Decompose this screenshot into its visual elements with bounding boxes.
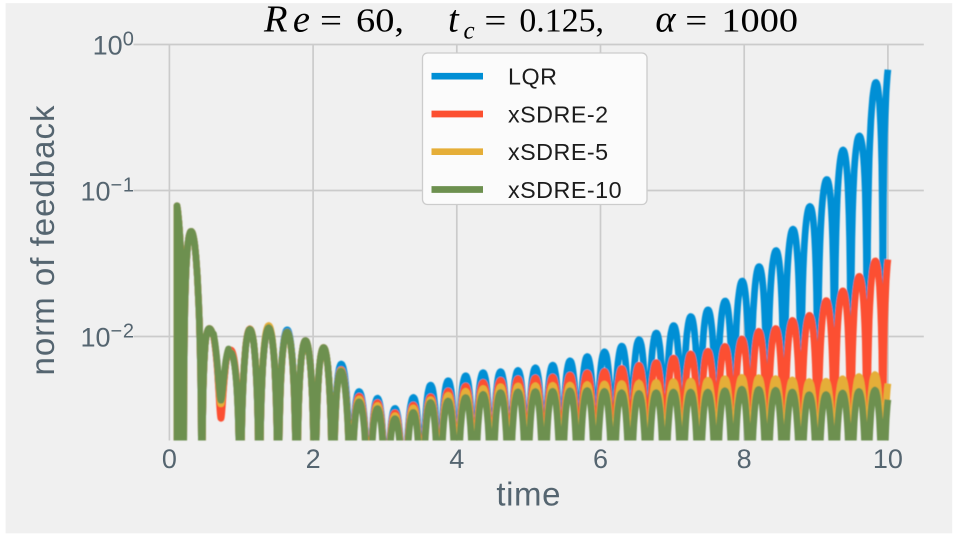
svg-text:0: 0 xyxy=(162,444,177,474)
svg-text:c: c xyxy=(464,18,475,45)
svg-text:10: 10 xyxy=(80,176,110,206)
svg-text:=: = xyxy=(320,3,342,40)
svg-text:=: = xyxy=(484,3,506,40)
svg-text:60,: 60, xyxy=(356,3,404,40)
svg-text:Re: Re xyxy=(263,0,310,41)
svg-text:t: t xyxy=(448,0,460,41)
svg-text:0: 0 xyxy=(123,28,135,50)
svg-text:2: 2 xyxy=(306,444,321,474)
svg-text:time: time xyxy=(496,475,561,512)
svg-text:10: 10 xyxy=(80,322,110,352)
svg-text:LQR: LQR xyxy=(508,64,557,90)
svg-text:4: 4 xyxy=(449,444,464,474)
svg-text:=: = xyxy=(685,3,707,40)
svg-text:6: 6 xyxy=(593,444,608,474)
svg-text:xSDRE-10: xSDRE-10 xyxy=(508,177,622,203)
svg-text:α: α xyxy=(655,0,676,41)
svg-text:0.125,: 0.125, xyxy=(519,3,604,40)
svg-text:xSDRE-2: xSDRE-2 xyxy=(508,101,609,127)
svg-text:norm of feedback: norm of feedback xyxy=(24,105,61,376)
svg-text:8: 8 xyxy=(737,444,752,474)
svg-text:−1: −1 xyxy=(111,174,135,196)
svg-text:10: 10 xyxy=(93,30,123,60)
svg-text:−2: −2 xyxy=(111,320,135,342)
svg-text:10: 10 xyxy=(873,444,903,474)
svg-text:xSDRE-5: xSDRE-5 xyxy=(508,139,609,165)
svg-text:1000: 1000 xyxy=(721,3,798,40)
